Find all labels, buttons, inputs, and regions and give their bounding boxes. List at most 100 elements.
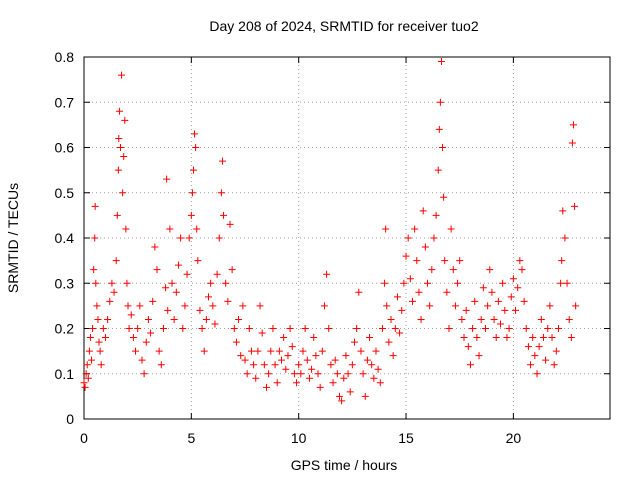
- data-point: [544, 325, 552, 332]
- data-point: [554, 325, 562, 332]
- x-tick-label: 0: [80, 430, 88, 446]
- data-point: [163, 175, 171, 183]
- data-point: [509, 275, 517, 283]
- data-point: [447, 225, 455, 233]
- data-point: [335, 392, 343, 400]
- data-point: [149, 297, 157, 305]
- data-point: [297, 370, 305, 378]
- data-point: [426, 302, 434, 310]
- data-point: [565, 315, 573, 323]
- data-point: [417, 315, 425, 323]
- data-point: [552, 347, 560, 355]
- data-point: [428, 266, 436, 274]
- data-point: [471, 297, 479, 305]
- data-point: [537, 315, 545, 323]
- data-point: [250, 361, 258, 369]
- data-point: [385, 338, 393, 346]
- data-point: [404, 234, 412, 242]
- data-point: [366, 334, 374, 342]
- data-point: [262, 383, 270, 391]
- data-point: [381, 279, 389, 287]
- data-point: [424, 279, 432, 287]
- data-point: [329, 379, 337, 387]
- data-point: [120, 153, 128, 161]
- data-point: [282, 365, 290, 373]
- data-point: [411, 225, 419, 233]
- data-point: [91, 202, 99, 210]
- data-point: [490, 315, 498, 323]
- data-point: [198, 325, 206, 332]
- data-point: [344, 370, 352, 378]
- data-point: [512, 306, 520, 314]
- data-point: [539, 334, 547, 342]
- data-point: [168, 279, 176, 287]
- data-point: [134, 325, 142, 332]
- data-point: [529, 334, 537, 342]
- data-point: [396, 329, 404, 337]
- data-point: [132, 347, 140, 355]
- data-point: [466, 361, 474, 369]
- data-point: [314, 370, 322, 378]
- data-point: [548, 334, 556, 342]
- data-point: [97, 361, 105, 369]
- data-point: [280, 334, 288, 342]
- data-point: [408, 297, 416, 305]
- data-point: [140, 370, 148, 378]
- data-point: [91, 234, 99, 242]
- data-point: [273, 379, 281, 387]
- data-point: [189, 166, 197, 174]
- data-point: [475, 352, 483, 360]
- data-point: [383, 302, 391, 310]
- data-point: [162, 284, 170, 292]
- data-point: [391, 325, 399, 332]
- data-point: [348, 361, 356, 369]
- data-point: [239, 302, 247, 310]
- data-point: [230, 325, 238, 332]
- data-point: [486, 266, 494, 274]
- data-point: [406, 275, 414, 283]
- data-point: [374, 365, 382, 373]
- data-point: [439, 144, 447, 151]
- data-point: [333, 370, 341, 378]
- data-point: [361, 392, 369, 400]
- data-point: [421, 243, 429, 251]
- data-point: [129, 334, 137, 342]
- data-point: [153, 266, 161, 274]
- data-point: [372, 347, 380, 355]
- y-tick-label: 0.1: [55, 366, 75, 382]
- data-point: [213, 270, 221, 278]
- data-point: [477, 315, 485, 323]
- data-point: [209, 302, 217, 310]
- data-point: [559, 207, 567, 215]
- data-point: [89, 325, 97, 332]
- data-point: [267, 347, 275, 355]
- data-point: [389, 352, 397, 360]
- data-point: [451, 302, 459, 310]
- data-point: [127, 311, 135, 319]
- y-tick-label: 0.8: [55, 49, 75, 65]
- x-tick-label: 10: [291, 430, 307, 446]
- data-point: [293, 379, 301, 387]
- axis-ticks: 0 0.1 0.2 0.3 0.4 0.5 0.6 0.7 0.8 0 5 10 15 20: [55, 49, 610, 446]
- data-point: [115, 134, 123, 142]
- data-point: [222, 279, 230, 287]
- data-point: [177, 234, 185, 242]
- data-point: [353, 325, 361, 332]
- y-tick-label: 0.6: [55, 140, 75, 156]
- data-point: [121, 116, 129, 124]
- data-point: [185, 234, 193, 242]
- data-point: [533, 370, 541, 378]
- data-point: [558, 257, 566, 265]
- data-point: [115, 107, 123, 115]
- data-point: [124, 302, 132, 310]
- data-point: [524, 343, 532, 351]
- data-point: [393, 293, 401, 301]
- data-point: [211, 320, 219, 328]
- chart-title: Day 208 of 2024, SRMTID for receiver tuo…: [209, 18, 478, 34]
- data-point: [503, 334, 511, 342]
- data-point: [387, 315, 395, 323]
- data-point: [520, 297, 528, 305]
- data-point: [312, 352, 320, 360]
- data-point: [235, 315, 243, 323]
- data-point: [288, 343, 296, 351]
